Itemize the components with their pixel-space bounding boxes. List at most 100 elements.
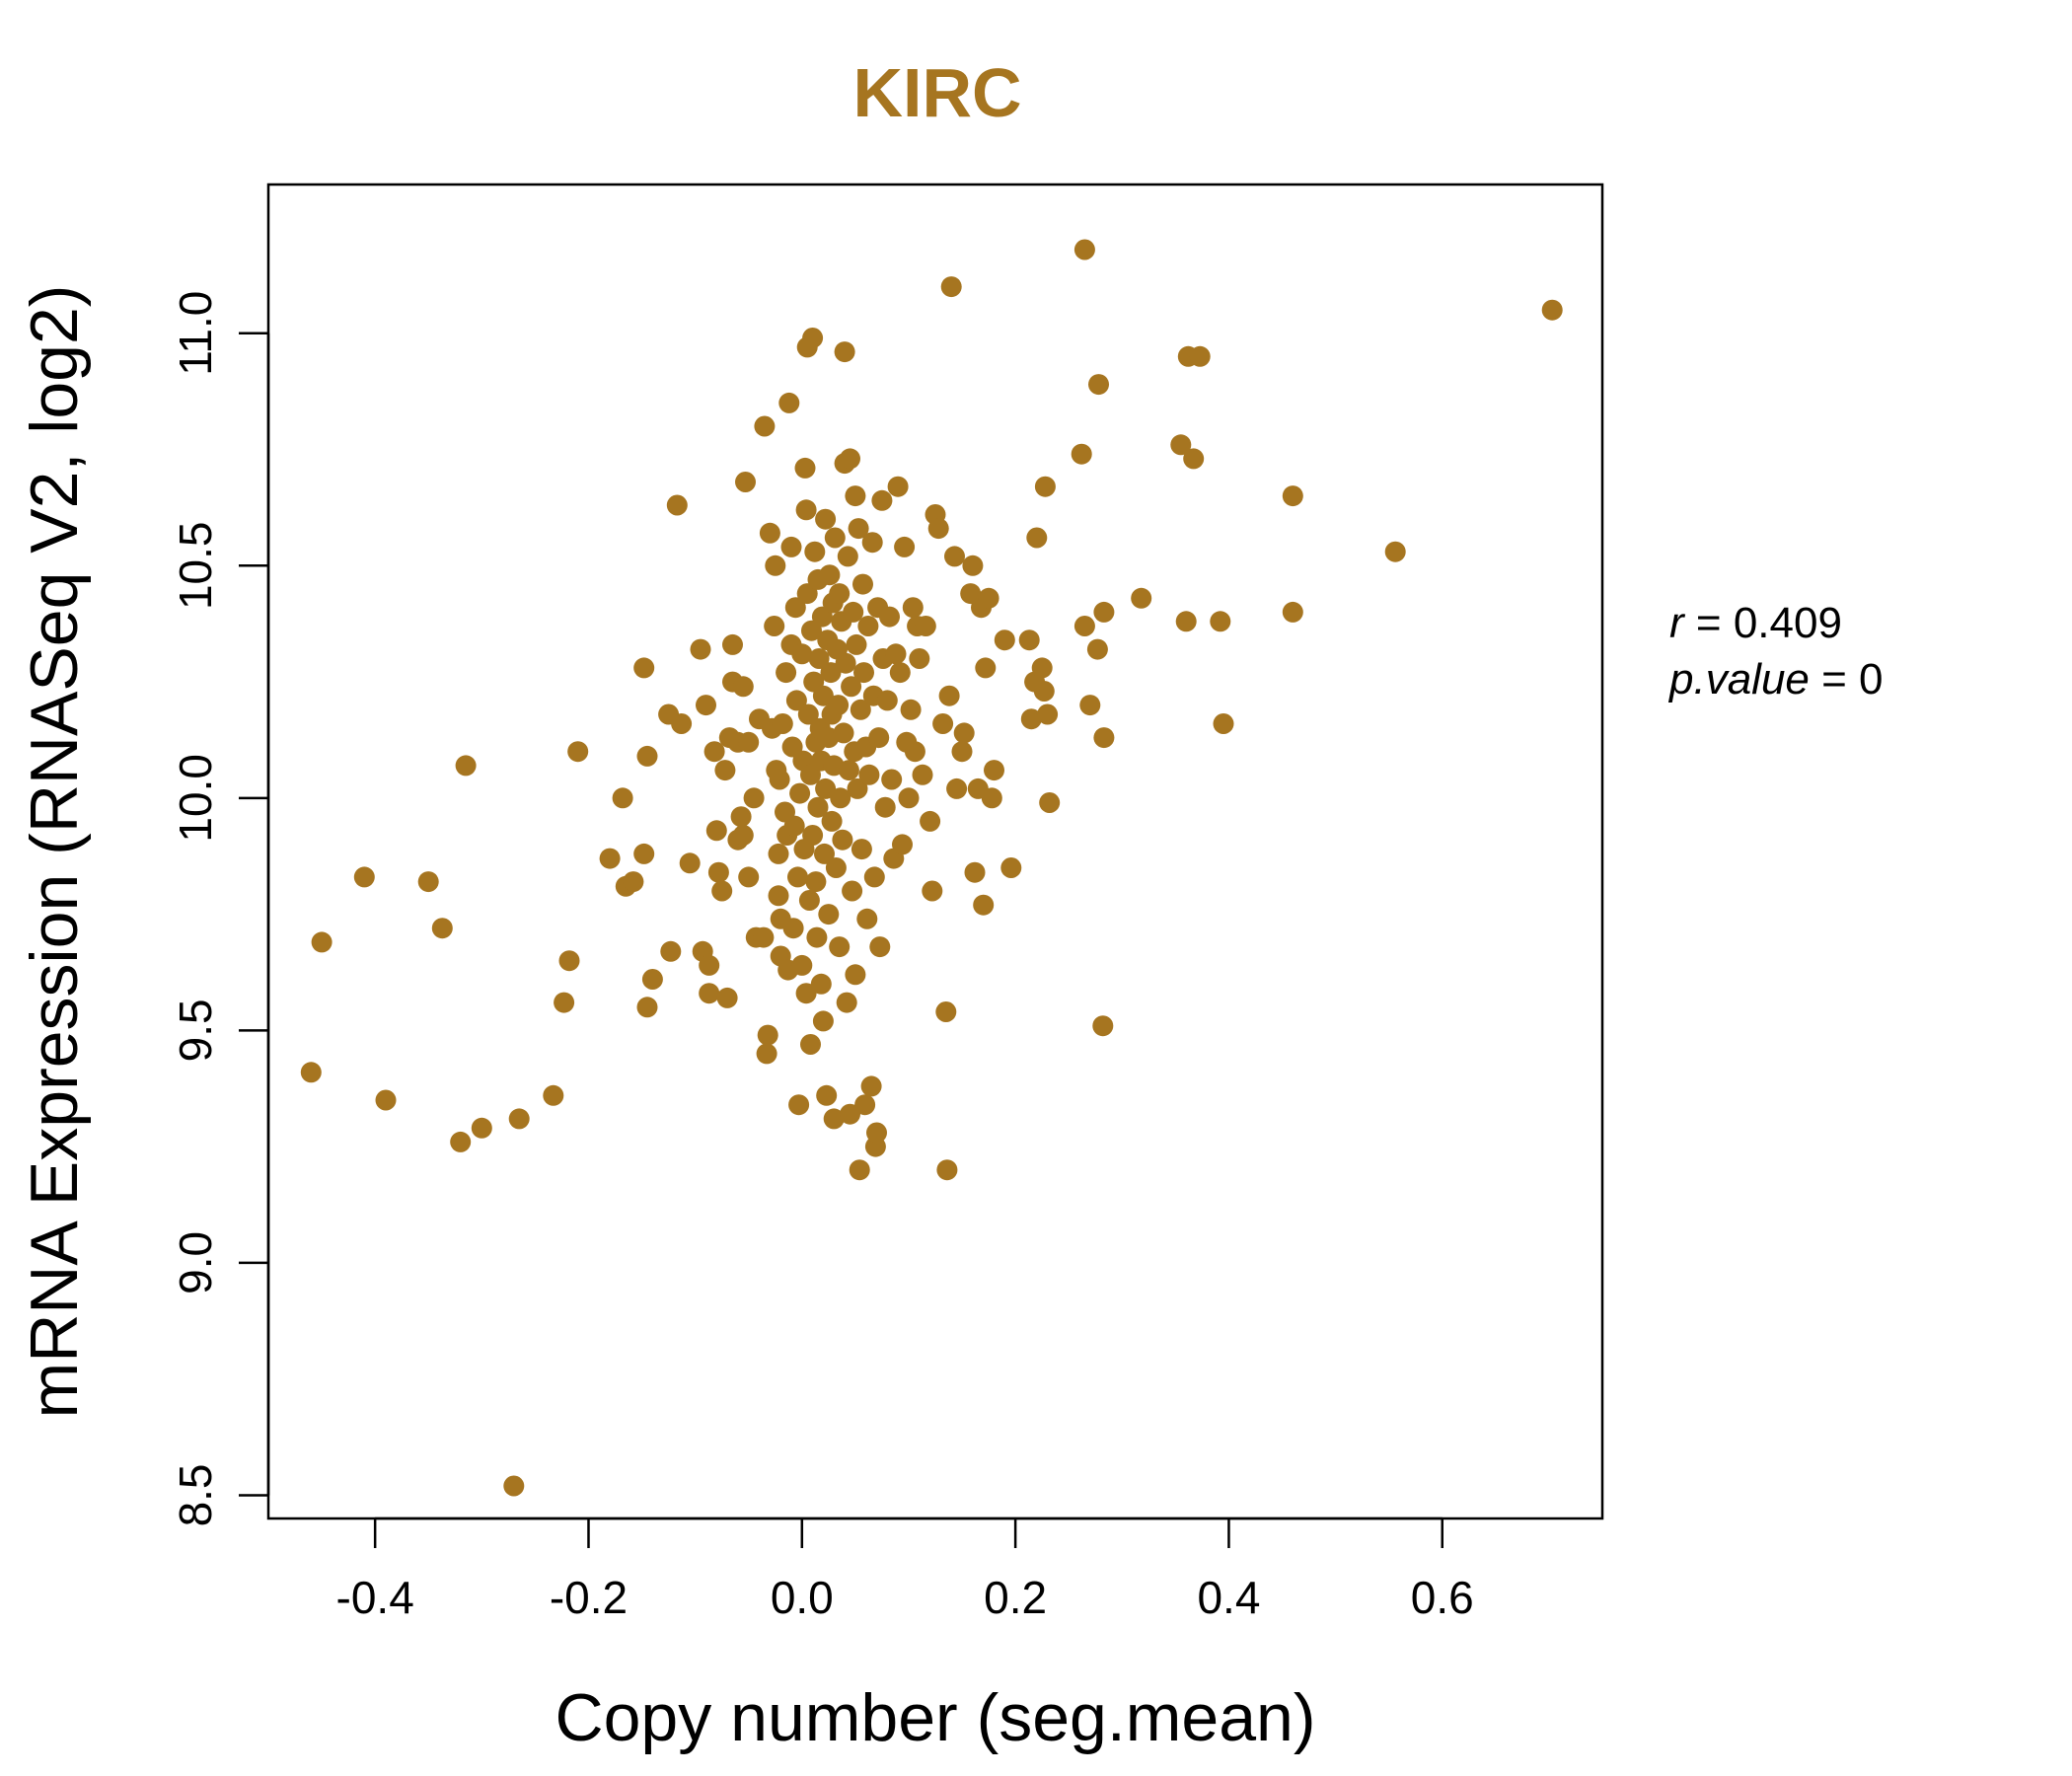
data-point-90 <box>795 983 817 1004</box>
data-point-24 <box>633 657 655 679</box>
data-point-144 <box>840 448 860 470</box>
data-point-11 <box>543 1084 564 1106</box>
data-point-33 <box>699 983 720 1004</box>
data-point-128 <box>824 527 846 549</box>
data-point-47 <box>732 676 754 698</box>
data-point-117 <box>816 1084 838 1106</box>
data-point-204 <box>944 546 965 567</box>
data-point-123 <box>821 810 843 832</box>
p-value-stat: p.value = 0 <box>1667 655 1884 703</box>
data-point-192 <box>909 648 930 669</box>
y-tick-label-0: 8.5 <box>170 1463 221 1526</box>
data-point-4 <box>417 871 439 893</box>
data-point-215 <box>978 587 999 609</box>
r-value: 0.409 <box>1734 599 1842 647</box>
data-point-84 <box>791 954 813 976</box>
data-point-178 <box>879 606 900 628</box>
data-point-102 <box>805 871 827 893</box>
data-point-196 <box>922 880 943 902</box>
data-point-95 <box>800 1034 821 1055</box>
y-tick-label-4: 10.5 <box>170 522 221 611</box>
data-point-232 <box>1079 695 1101 716</box>
data-point-51 <box>743 787 765 809</box>
data-point-23 <box>660 940 682 962</box>
data-point-154 <box>848 518 869 540</box>
data-point-35 <box>705 820 727 842</box>
data-point-136 <box>832 829 853 851</box>
data-point-14 <box>567 741 589 763</box>
data-point-189 <box>902 597 924 619</box>
x-tick-label-4: 0.4 <box>1197 1572 1260 1623</box>
data-point-1 <box>311 931 333 953</box>
data-point-49 <box>738 866 760 888</box>
data-point-99 <box>802 328 824 348</box>
y-tick-label-5: 11.0 <box>170 291 221 376</box>
data-point-207 <box>953 722 975 744</box>
data-point-0 <box>300 1062 322 1083</box>
data-point-170 <box>866 1122 887 1144</box>
data-point-236 <box>1093 727 1115 749</box>
data-point-12 <box>554 992 575 1013</box>
data-point-209 <box>962 555 984 576</box>
x-tick-label-5: 0.6 <box>1411 1572 1474 1623</box>
data-point-226 <box>1034 476 1056 497</box>
data-point-133 <box>829 583 851 605</box>
data-point-187 <box>898 787 920 809</box>
data-point-148 <box>843 601 864 623</box>
data-point-19 <box>633 843 655 864</box>
data-point-96 <box>800 764 821 785</box>
data-point-185 <box>894 536 916 557</box>
data-point-32 <box>699 954 720 976</box>
p-equals: = <box>1810 655 1859 703</box>
data-point-7 <box>455 755 477 777</box>
data-point-5 <box>431 918 453 939</box>
data-point-203 <box>940 276 962 298</box>
data-point-38 <box>714 760 736 781</box>
data-point-55 <box>754 415 776 437</box>
data-point-165 <box>860 1075 882 1097</box>
r-label: r <box>1669 599 1686 647</box>
data-point-85 <box>791 643 813 665</box>
data-point-164 <box>858 764 880 785</box>
data-point-153 <box>847 777 868 799</box>
data-point-210 <box>964 861 986 883</box>
data-point-221 <box>1020 708 1042 730</box>
data-point-246 <box>1282 485 1303 507</box>
data-point-227 <box>1037 703 1059 725</box>
data-point-230 <box>1073 239 1095 260</box>
data-point-237 <box>1093 601 1115 623</box>
data-point-244 <box>1210 611 1231 632</box>
data-point-8 <box>471 1117 492 1139</box>
data-point-225 <box>1033 681 1055 702</box>
data-point-174 <box>871 489 893 511</box>
data-point-41 <box>722 633 743 655</box>
data-point-28 <box>666 494 688 516</box>
data-point-152 <box>846 633 867 655</box>
data-point-220 <box>1018 629 1040 651</box>
data-point-235 <box>1092 1015 1114 1037</box>
data-point-182 <box>887 476 909 497</box>
y-axis-label: mRNA Expression (RNASeq V2, log2) <box>17 285 92 1419</box>
data-point-194 <box>915 616 936 636</box>
data-point-219 <box>1000 857 1022 878</box>
data-point-26 <box>671 713 693 734</box>
data-point-134 <box>830 787 851 809</box>
data-point-63 <box>768 843 789 864</box>
data-point-141 <box>836 992 857 1013</box>
x-tick-label-2: 0.0 <box>771 1572 834 1623</box>
data-point-115 <box>815 508 837 530</box>
data-point-36 <box>707 861 729 883</box>
data-point-45 <box>730 806 752 828</box>
data-point-112 <box>812 1010 834 1032</box>
data-point-15 <box>612 787 633 809</box>
data-point-242 <box>1183 448 1205 470</box>
data-point-188 <box>900 699 922 720</box>
data-point-137 <box>833 722 854 744</box>
data-point-142 <box>837 546 858 567</box>
data-point-78 <box>783 815 805 837</box>
data-points <box>300 239 1563 1497</box>
data-point-179 <box>881 769 903 790</box>
data-point-31 <box>696 695 716 716</box>
data-point-122 <box>820 662 842 684</box>
